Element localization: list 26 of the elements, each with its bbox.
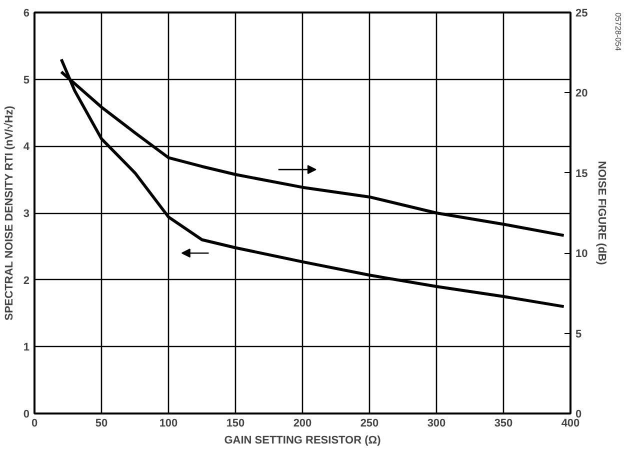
y-tick-label: 3 [23,208,30,220]
x-tick-label: 50 [95,418,108,430]
y-tick-label: 4 [23,141,30,154]
y-tick-label: 5 [23,74,30,86]
y2-tick-label: 15 [576,168,588,180]
y-tick-label: 0 [23,408,30,420]
y2-tick-label: 0 [576,408,582,420]
text: 05728-054 [614,12,622,52]
y-tick-label: 2 [23,274,30,287]
y-axis-title: SPECTRAL NOISE DENSITY RTI (nV/√Hz) [3,106,16,321]
y2-axis-title: NOISE FIGURE (dB) [596,161,608,266]
y2-tick-label: 10 [576,248,588,260]
y-tick-label: 1 [23,342,30,354]
x-axis-title: GAIN SETTING RESISTOR (Ω) [224,434,382,446]
x-tick-label: 150 [226,418,245,430]
y2-tick-label: 5 [576,328,582,340]
y-tick-label: 6 [23,8,30,20]
x-tick-label: 250 [360,418,379,430]
y2-tick-label: 25 [576,8,588,20]
x-tick-label: 100 [159,418,178,430]
x-tick-label: 400 [561,418,580,430]
y2-tick-label: 20 [576,88,588,100]
x-tick-label: 350 [494,418,513,430]
x-tick-label: 0 [31,418,38,430]
x-tick-label: 300 [427,418,446,430]
x-tick-label: 200 [293,418,312,430]
